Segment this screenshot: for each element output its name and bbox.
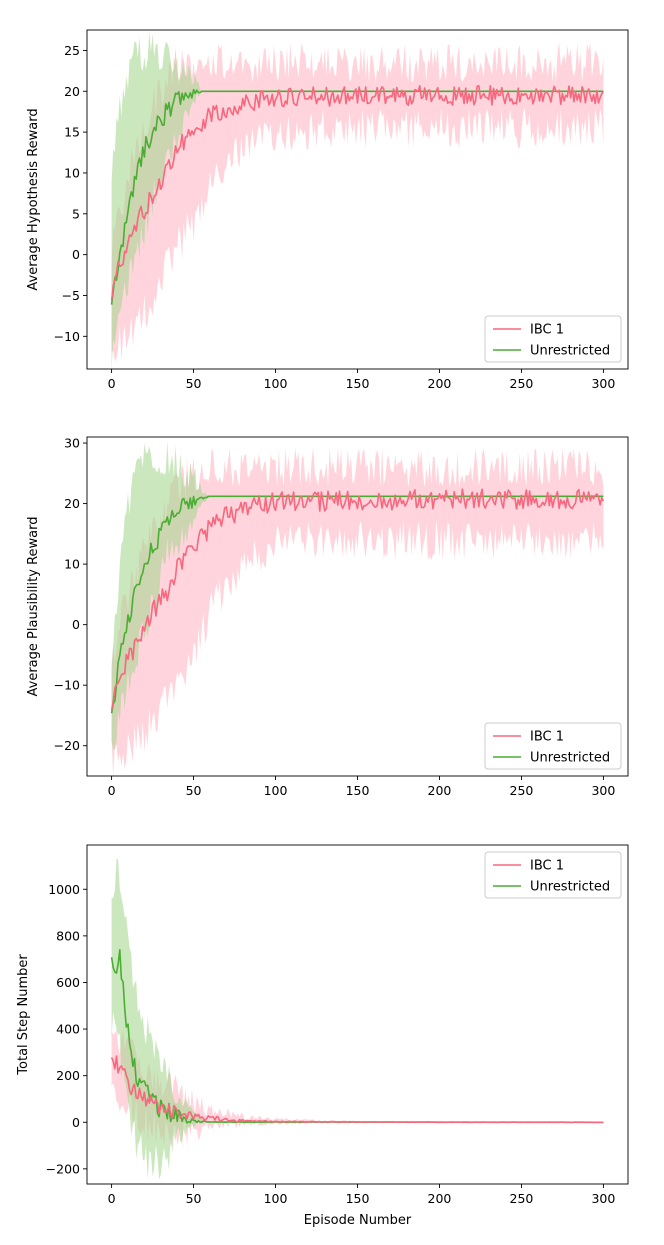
x-tick-label: 150 [346, 1191, 370, 1206]
legend-label-unrestricted: Unrestricted [530, 344, 610, 359]
x-tick-label: 100 [264, 376, 288, 391]
y-tick-label: 200 [56, 1068, 80, 1083]
y-tick-label: 10 [64, 165, 80, 180]
series-line-ibc [110, 488, 605, 711]
y-tick-label: 1000 [48, 882, 80, 897]
x-tick-label: 150 [346, 783, 370, 798]
band-ibc [111, 1028, 604, 1147]
band-unrestricted [111, 859, 604, 1180]
x-axis-label: Episode Number [304, 1213, 412, 1228]
x-tick-label: 100 [264, 783, 288, 798]
y-tick-label: 15 [64, 125, 80, 140]
series-line-ibc [110, 1055, 604, 1124]
plot-area [110, 859, 604, 1180]
legend: IBC 1 Unrestricted [484, 722, 622, 770]
y-tick-label: 5 [72, 206, 80, 221]
x-tick-label: 300 [591, 1191, 615, 1206]
chart-panel-3: 0 50 100 150 200 250 300 −200 0 200 400 600 800 1000 T… [16, 844, 629, 1228]
legend-label-ibc: IBC 1 [530, 859, 564, 874]
legend: IBC 1 Unrestricted [484, 851, 622, 899]
legend: IBC 1 Unrestricted [484, 315, 622, 363]
chart-panel-2: 0 50 100 150 200 250 300 −20 −10 0 10 20 30 Average P… [26, 436, 629, 798]
y-tick-label: −200 [46, 1161, 80, 1176]
legend-label-unrestricted: Unrestricted [530, 751, 610, 766]
x-tick-label: 150 [346, 376, 370, 391]
x-tick-label: 50 [186, 783, 202, 798]
y-tick-label: 30 [64, 436, 80, 451]
x-tick-label: 0 [108, 783, 116, 798]
x-tick-label: 250 [510, 1191, 534, 1206]
y-tick-label: −10 [54, 678, 80, 693]
chart-panel-1: 0 50 100 150 200 250 300 −10 −5 0 5 10 15 20 25 Average… [26, 29, 629, 391]
legend-label-unrestricted: Unrestricted [530, 880, 610, 895]
y-tick-label: 20 [64, 496, 80, 511]
y-tick-label: −20 [54, 738, 80, 753]
series-line-unrestricted [110, 88, 604, 305]
legend-label-ibc: IBC 1 [530, 730, 564, 745]
x-tick-label: 100 [264, 1191, 288, 1206]
x-tick-label: 50 [186, 376, 202, 391]
y-axis-label: Total Step Number [16, 954, 31, 1076]
x-tick-label: 200 [428, 1191, 452, 1206]
y-tick-label: 25 [64, 43, 80, 58]
y-tick-label: 0 [72, 1115, 80, 1130]
y-tick-label: −5 [62, 288, 80, 303]
band-ibc [111, 447, 604, 776]
y-tick-label: 600 [56, 975, 80, 990]
y-tick-label: 10 [64, 557, 80, 572]
y-axis-label: Average Hypothesis Reward [26, 108, 41, 290]
plot-area [110, 441, 605, 776]
x-tick-label: 300 [591, 376, 615, 391]
y-tick-label: 400 [56, 1022, 80, 1037]
x-tick-label: 0 [108, 376, 116, 391]
x-tick-label: 250 [510, 376, 534, 391]
plot-area [110, 31, 605, 369]
x-tick-label: 200 [428, 376, 452, 391]
band-ibc [111, 42, 604, 361]
x-tick-label: 300 [591, 783, 615, 798]
x-tick-label: 250 [510, 783, 534, 798]
y-tick-label: 20 [64, 84, 80, 99]
y-tick-label: 0 [72, 617, 80, 632]
y-tick-label: 800 [56, 928, 80, 943]
series-line-ibc [110, 85, 605, 301]
y-axis-label: Average Plausibility Reward [26, 517, 41, 697]
x-tick-label: 50 [186, 1191, 202, 1206]
y-tick-label: −10 [54, 329, 80, 344]
x-tick-label: 0 [108, 1191, 116, 1206]
y-tick-label: 0 [72, 247, 80, 262]
x-tick-label: 200 [428, 783, 452, 798]
legend-label-ibc: IBC 1 [530, 323, 564, 338]
